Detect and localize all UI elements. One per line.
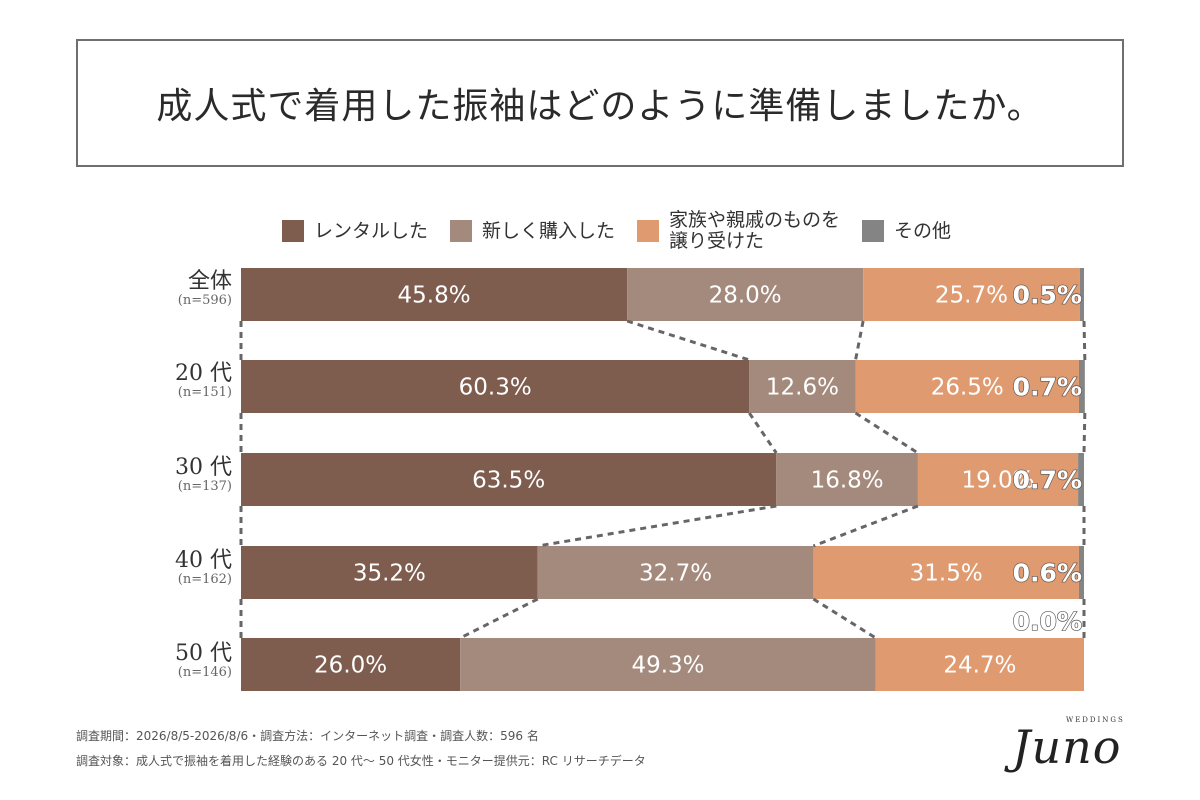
data-label: 28.0% xyxy=(709,283,782,309)
data-label: 32.7% xyxy=(639,561,712,587)
data-label: 60.3% xyxy=(459,375,532,401)
chart-title: 成人式で着用した振袖はどのように準備しましたか。 xyxy=(156,86,1044,127)
connector-line xyxy=(537,504,777,548)
legend-swatch-inherited xyxy=(637,220,660,242)
row-label-20s: 20 代 (n=151) xyxy=(150,362,232,400)
data-label: 26.5% xyxy=(931,375,1004,401)
logo-subtext: WEDDINGS xyxy=(1066,716,1125,724)
sample-size-label: (n=151) xyxy=(177,385,232,400)
data-label: 31.5% xyxy=(910,561,983,587)
data-label: 25.7% xyxy=(935,283,1008,309)
footnote-target: 調査対象：成人式で振袖を着用した経験のある 20 代〜 50 代女性・モニター提… xyxy=(76,754,646,768)
data-label-other: 0.7% xyxy=(1013,373,1082,402)
data-label-other: 0.0% xyxy=(1013,607,1082,636)
row-label-40s: 40 代 (n=162) xyxy=(150,549,232,587)
connector-line xyxy=(626,319,750,362)
bar-segment xyxy=(917,453,1079,506)
data-label-other: 0.7% xyxy=(1013,466,1082,495)
bar-segment xyxy=(627,268,864,321)
connector-line xyxy=(812,504,919,548)
connector-line xyxy=(812,597,877,640)
bar-segment xyxy=(863,268,1080,321)
connector-line xyxy=(1082,320,1087,361)
bar-segment xyxy=(537,546,814,599)
bar-segment xyxy=(1079,268,1084,321)
category-label: 50 代 xyxy=(175,641,232,666)
bar-segment xyxy=(813,546,1079,599)
legend-swatch-rental xyxy=(282,220,304,242)
bar-segment xyxy=(855,360,1079,413)
logo-wordmark: Juno xyxy=(1012,720,1122,774)
connector-line xyxy=(854,411,919,455)
legend-label-other: その他 xyxy=(894,219,952,242)
connector-line xyxy=(854,320,865,361)
legend-item-other: その他 xyxy=(862,220,951,242)
bar-segment xyxy=(776,453,918,506)
category-label: 全体 xyxy=(187,269,232,294)
data-label: 35.2% xyxy=(353,561,426,587)
bar-segment xyxy=(460,638,876,691)
data-label: 49.3% xyxy=(631,653,704,679)
bar-segment xyxy=(241,360,750,413)
category-label: 20 代 xyxy=(175,361,232,386)
juno-logo: WEDDINGS Juno xyxy=(1010,712,1130,774)
bar-segment xyxy=(1078,546,1084,599)
footnote-period: 調査期間：2026/8/5-2026/8/6・調査方法：インターネット調査・調査… xyxy=(76,729,539,743)
row-label-50s: 50 代 (n=146) xyxy=(150,642,232,680)
legend-swatch-other xyxy=(862,220,885,242)
connector-lines xyxy=(239,319,1087,640)
data-label-other: 0.6% xyxy=(1013,559,1082,588)
sample-size-label: (n=596) xyxy=(177,293,232,308)
data-label-other: 0.5% xyxy=(1013,281,1082,310)
category-label: 30 代 xyxy=(175,455,232,480)
bar-segment xyxy=(1078,360,1085,413)
legend: レンタルした 新しく購入した 家族や親戚のものを 譲り受けた その他 xyxy=(282,208,973,254)
connector-line xyxy=(748,412,778,454)
data-label: 19.0% xyxy=(961,468,1034,494)
data-label: 16.8% xyxy=(811,468,884,494)
data-label: 24.7% xyxy=(943,653,1016,679)
sample-size-label: (n=137) xyxy=(177,479,232,494)
connector-line xyxy=(1082,412,1087,454)
sample-size-label: (n=146) xyxy=(177,665,232,680)
bar-segment xyxy=(241,638,461,691)
row-label-all: 全体 (n=596) xyxy=(150,270,232,308)
legend-swatch-new xyxy=(450,220,473,242)
data-label: 63.5% xyxy=(472,468,545,494)
bar-segment xyxy=(241,453,777,506)
bar-segment xyxy=(241,268,628,321)
bar-segment xyxy=(241,546,538,599)
row-label-30s: 30 代 (n=137) xyxy=(150,456,232,494)
legend-label-rental: レンタルした xyxy=(314,219,429,242)
bar-segment xyxy=(875,638,1084,691)
legend-item-inherited: 家族や親戚のものを 譲り受けた xyxy=(637,210,840,252)
bar-segment xyxy=(1078,453,1084,506)
sample-size-label: (n=162) xyxy=(177,572,232,587)
legend-label-inherited: 家族や親戚のものを 譲り受けた xyxy=(669,209,841,252)
legend-item-rental: レンタルした xyxy=(282,220,428,242)
data-label: 26.0% xyxy=(314,653,387,679)
category-label: 40 代 xyxy=(175,548,232,573)
legend-item-new: 新しく購入した xyxy=(450,220,615,242)
bar-segment xyxy=(749,360,856,413)
title-box: 成人式で着用した振袖はどのように準備しましたか。 xyxy=(76,39,1124,167)
legend-label-new: 新しく購入した xyxy=(482,219,616,242)
data-label: 45.8% xyxy=(398,283,471,309)
data-label: 12.6% xyxy=(766,375,839,401)
connector-line xyxy=(459,597,539,640)
